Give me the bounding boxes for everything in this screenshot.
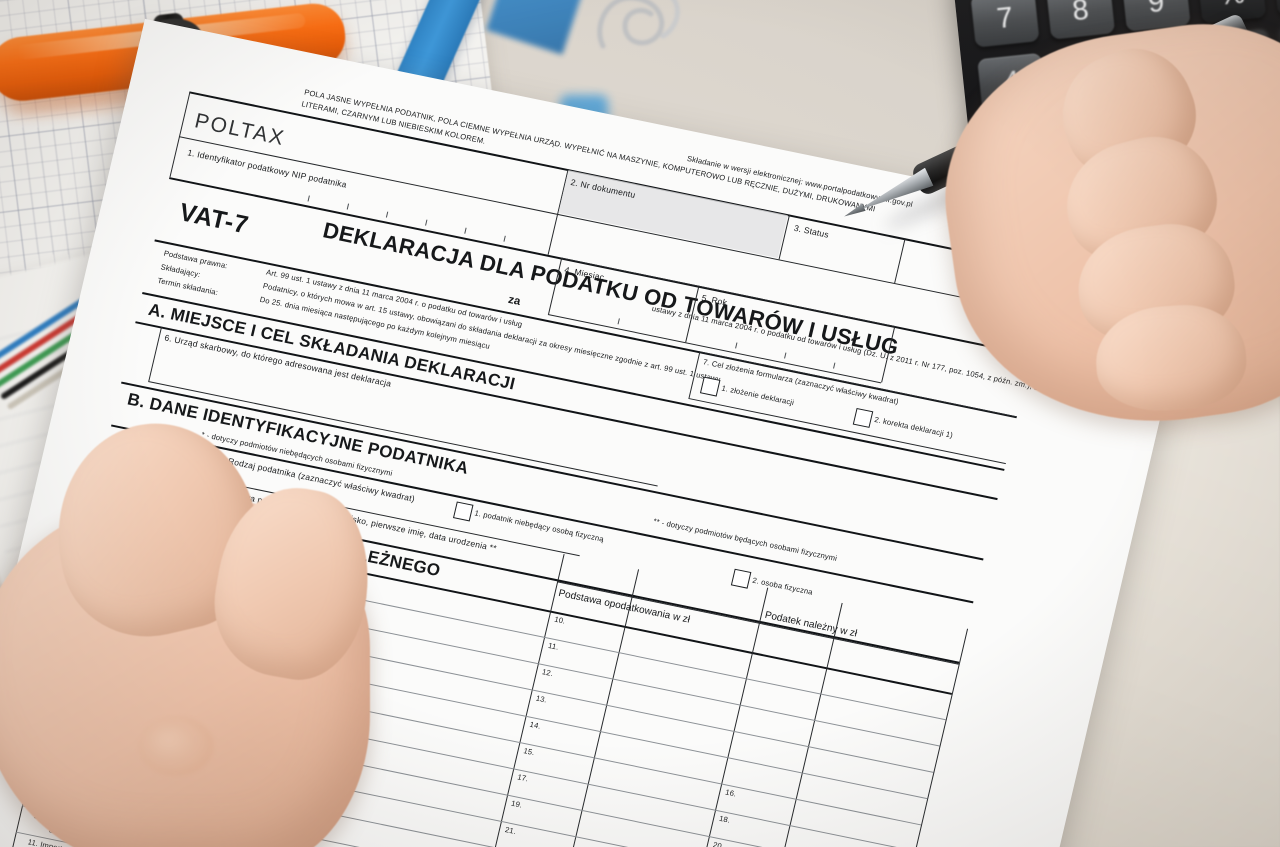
tax-row-base-number[interactable]: 14. — [528, 719, 542, 731]
tax-row-base-number[interactable]: 15. — [522, 746, 536, 758]
tax-row-base-number[interactable]: 12. — [541, 667, 555, 679]
tax-row-base-number[interactable]: 19. — [510, 798, 524, 810]
tax-row-base-number[interactable]: 21. — [504, 825, 518, 836]
right-hand — [860, 0, 1280, 449]
tax-row-tax-number[interactable]: 20. — [712, 840, 725, 847]
left-knuckle — [138, 716, 214, 776]
tax-row-base-number[interactable]: 13. — [535, 693, 548, 705]
tax-row-base-number[interactable]: 10. — [553, 614, 567, 626]
tax-row-base-number[interactable]: 11. — [547, 640, 560, 652]
tax-row-base-number[interactable]: 17. — [516, 772, 530, 784]
left-hand — [0, 404, 390, 847]
paperclip-icon — [597, 0, 680, 49]
tax-row-tax-number[interactable]: 16. — [724, 787, 738, 799]
tax-row-tax-number[interactable]: 18. — [718, 813, 732, 825]
